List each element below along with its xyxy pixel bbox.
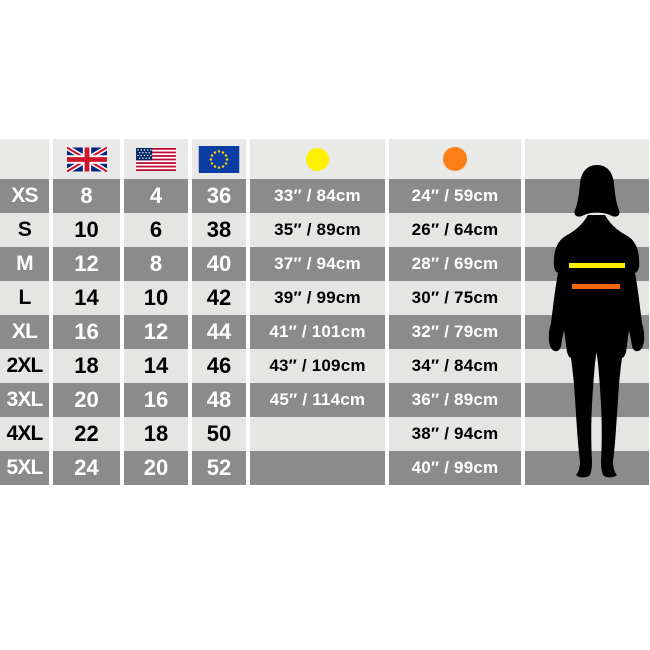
us-size-cell: 10 <box>124 281 188 315</box>
uk-size-cell: 8 <box>53 179 120 213</box>
size-label-cell: S <box>0 213 49 247</box>
bust-cell <box>250 417 385 451</box>
size-label-cell: 5XL <box>0 451 49 485</box>
size-column-header <box>0 139 49 179</box>
eu-size-cell: 36 <box>192 179 246 213</box>
size-label-cell: XS <box>0 179 49 213</box>
eu-column-header <box>192 139 246 179</box>
silhouette-panel <box>525 139 649 485</box>
bust-cell: 41″ / 101cm <box>250 315 385 349</box>
waist-measure-line <box>572 284 620 289</box>
us-size-cell: 6 <box>124 213 188 247</box>
eu-size-cell: 40 <box>192 247 246 281</box>
uk-size-cell: 14 <box>53 281 120 315</box>
us-size-cell: 4 <box>124 179 188 213</box>
uk-size-cell: 22 <box>53 417 120 451</box>
size-label-cell: XL <box>0 315 49 349</box>
bust-marker-dot-icon <box>306 147 329 171</box>
uk-size-cell: 10 <box>53 213 120 247</box>
size-label-cell: M <box>0 247 49 281</box>
us-size-cell: 16 <box>124 383 188 417</box>
waist-column-header <box>389 139 521 179</box>
us-size-cell: 12 <box>124 315 188 349</box>
bust-cell <box>250 451 385 485</box>
woman-silhouette <box>548 165 645 478</box>
bust-column-header <box>250 139 385 179</box>
bust-cell: 45″ / 114cm <box>250 383 385 417</box>
us-size-cell: 8 <box>124 247 188 281</box>
waist-cell: 38″ / 94cm <box>389 417 521 451</box>
us-flag-icon <box>136 147 176 171</box>
bust-cell: 43″ / 109cm <box>250 349 385 383</box>
waist-cell: 26″ / 64cm <box>389 213 521 247</box>
silhouette-head <box>574 165 620 217</box>
waist-cell: 40″ / 99cm <box>389 451 521 485</box>
waist-cell: 30″ / 75cm <box>389 281 521 315</box>
eu-flag-icon <box>198 145 240 173</box>
size-label-cell: 3XL <box>0 383 49 417</box>
us-column-header <box>124 139 188 179</box>
us-size-cell: 18 <box>124 417 188 451</box>
size-chart-table: XS 8 4 36 33″ / 84cm 24″ / 59cm S 10 6 3… <box>0 139 649 485</box>
silhouette-body <box>548 215 645 478</box>
uk-size-cell: 18 <box>53 349 120 383</box>
waist-marker-dot-icon <box>443 147 467 171</box>
eu-size-cell: 48 <box>192 383 246 417</box>
uk-flag-icon <box>66 146 107 172</box>
size-label-cell: 2XL <box>0 349 49 383</box>
waist-cell: 24″ / 59cm <box>389 179 521 213</box>
uk-size-cell: 12 <box>53 247 120 281</box>
eu-size-cell: 38 <box>192 213 246 247</box>
eu-size-cell: 44 <box>192 315 246 349</box>
us-size-cell: 20 <box>124 451 188 485</box>
eu-size-cell: 46 <box>192 349 246 383</box>
eu-size-cell: 50 <box>192 417 246 451</box>
uk-size-cell: 20 <box>53 383 120 417</box>
uk-column-header <box>53 139 120 179</box>
uk-size-cell: 16 <box>53 315 120 349</box>
bust-cell: 33″ / 84cm <box>250 179 385 213</box>
us-size-cell: 14 <box>124 349 188 383</box>
bust-cell: 35″ / 89cm <box>250 213 385 247</box>
eu-size-cell: 42 <box>192 281 246 315</box>
bust-measure-line <box>569 263 625 268</box>
size-label-cell: L <box>0 281 49 315</box>
waist-cell: 32″ / 79cm <box>389 315 521 349</box>
waist-cell: 36″ / 89cm <box>389 383 521 417</box>
size-label-cell: 4XL <box>0 417 49 451</box>
waist-cell: 34″ / 84cm <box>389 349 521 383</box>
bust-cell: 37″ / 94cm <box>250 247 385 281</box>
uk-size-cell: 24 <box>53 451 120 485</box>
waist-cell: 28″ / 69cm <box>389 247 521 281</box>
bust-cell: 39″ / 99cm <box>250 281 385 315</box>
eu-size-cell: 52 <box>192 451 246 485</box>
